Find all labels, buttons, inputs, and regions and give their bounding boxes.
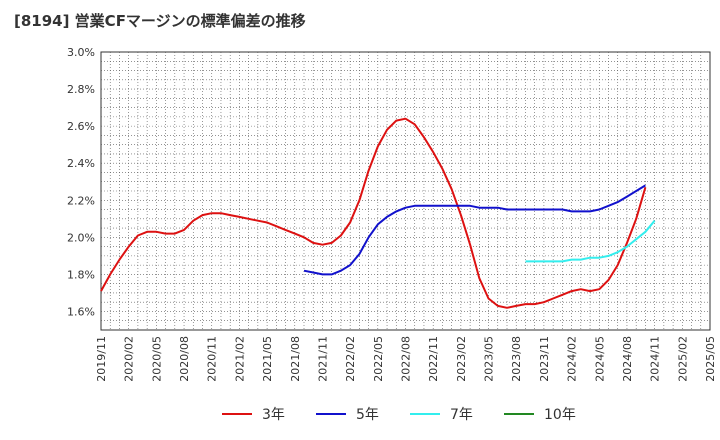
x-tick-label: 2021/08 [289, 336, 302, 382]
y-tick-label: 1.8% [67, 268, 95, 281]
x-tick-label: 2020/11 [206, 336, 219, 382]
x-tick-label: 2021/11 [316, 336, 329, 382]
x-tick-label: 2024/02 [566, 336, 579, 382]
legend-label: 7年 [450, 407, 473, 423]
x-tick-label: 2021/05 [261, 336, 274, 382]
legend-label: 5年 [356, 407, 379, 423]
x-tick-label: 2020/08 [178, 336, 191, 382]
y-tick-label: 1.6% [67, 305, 95, 318]
x-tick-label: 2025/02 [676, 336, 689, 382]
x-tick-label: 2022/08 [400, 336, 413, 382]
x-tick-label: 2023/11 [538, 336, 551, 382]
y-axis-ticks: 1.6% 1.8% 2.0% 2.2% 2.4% 2.6% 2.8% 3.0% [67, 46, 95, 318]
legend-label: 3年 [262, 407, 285, 423]
x-tick-label: 2024/05 [593, 336, 606, 382]
x-tick-label: 2021/02 [233, 336, 246, 382]
series-layer [100, 117, 656, 309]
x-tick-label: 2022/11 [427, 336, 440, 382]
legend-label: 10年 [544, 407, 576, 423]
x-tick-label: 2024/11 [649, 336, 662, 382]
x-tick-label: 2025/05 [704, 336, 717, 382]
y-tick-label: 2.8% [67, 83, 95, 96]
x-tick-label: 2020/05 [150, 336, 163, 382]
x-tick-label: 2019/11 [95, 336, 108, 382]
chart-title: [8194] 営業CFマージンの標準偏差の推移 [14, 12, 306, 30]
y-tick-label: 2.2% [67, 194, 95, 207]
x-axis-ticks: 2019/11 2020/02 2020/05 2020/08 2020/11 2021/… [95, 336, 717, 382]
x-tick-label: 2024/08 [621, 336, 634, 382]
y-tick-label: 3.0% [67, 46, 95, 59]
y-tick-label: 2.4% [67, 157, 95, 170]
grid-layer [101, 52, 710, 330]
x-tick-label: 2023/05 [483, 336, 496, 382]
series-line-7年 [525, 220, 656, 263]
series-line-3年 [100, 117, 647, 309]
legend: 3年 5年 7年 10年 [222, 407, 576, 423]
series-line-5年 [303, 184, 646, 276]
y-tick-label: 2.0% [67, 231, 95, 244]
y-tick-label: 2.6% [67, 120, 95, 133]
x-tick-label: 2020/02 [123, 336, 136, 382]
x-tick-label: 2023/08 [510, 336, 523, 382]
x-tick-label: 2022/05 [372, 336, 385, 382]
x-tick-label: 2022/02 [344, 336, 357, 382]
x-tick-label: 2023/02 [455, 336, 468, 382]
